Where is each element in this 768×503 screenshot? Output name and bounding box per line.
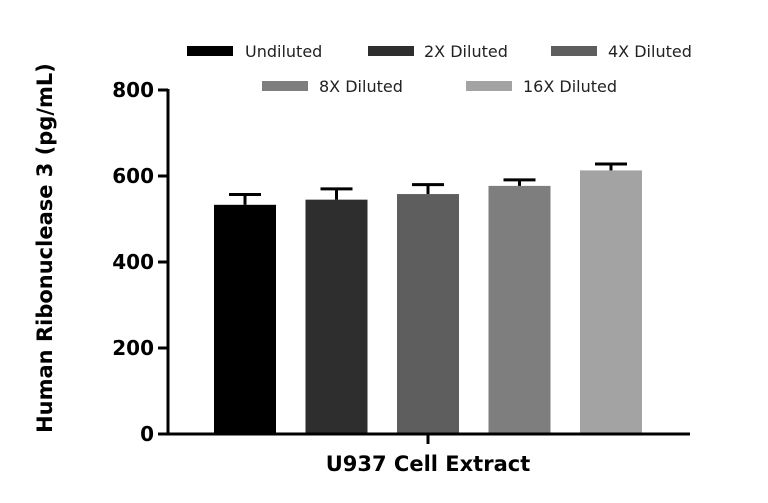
legend-swatch bbox=[368, 46, 414, 56]
bar bbox=[214, 204, 276, 434]
y-tick-label: 200 bbox=[112, 336, 154, 360]
legend-label: 2X Diluted bbox=[424, 42, 508, 61]
bar bbox=[580, 170, 642, 434]
legend-swatch bbox=[466, 81, 512, 91]
y-tick-label: 400 bbox=[112, 250, 154, 274]
legend-item: 16X Diluted bbox=[466, 77, 617, 96]
legend-label: Undiluted bbox=[245, 42, 322, 61]
legend-label: 16X Diluted bbox=[523, 77, 617, 96]
legend-swatch bbox=[187, 46, 233, 56]
bar bbox=[305, 199, 368, 434]
y-tick-label: 0 bbox=[140, 422, 154, 446]
x-axis-title: U937 Cell Extract bbox=[326, 452, 531, 476]
bar bbox=[397, 194, 459, 434]
y-tick-label: 600 bbox=[112, 164, 154, 188]
legend-item: 4X Diluted bbox=[551, 42, 692, 61]
y-tick-label: 800 bbox=[112, 78, 154, 102]
y-axis: 0 200 400 600 800 bbox=[112, 78, 170, 446]
y-axis-title: Human Ribonuclease 3 (pg/mL) bbox=[33, 63, 57, 433]
legend-item: 8X Diluted bbox=[262, 77, 403, 96]
legend-item: 2X Diluted bbox=[368, 42, 508, 61]
legend-label: 4X Diluted bbox=[608, 42, 692, 61]
legend-swatch bbox=[262, 81, 308, 91]
bar bbox=[488, 185, 551, 434]
bars bbox=[214, 162, 642, 434]
legend: Undiluted 2X Diluted 4X Diluted 8X Diluted 1… bbox=[187, 42, 692, 96]
legend-swatch bbox=[551, 46, 597, 56]
legend-item: Undiluted bbox=[187, 42, 322, 61]
legend-label: 8X Diluted bbox=[319, 77, 403, 96]
x-axis bbox=[167, 432, 690, 444]
